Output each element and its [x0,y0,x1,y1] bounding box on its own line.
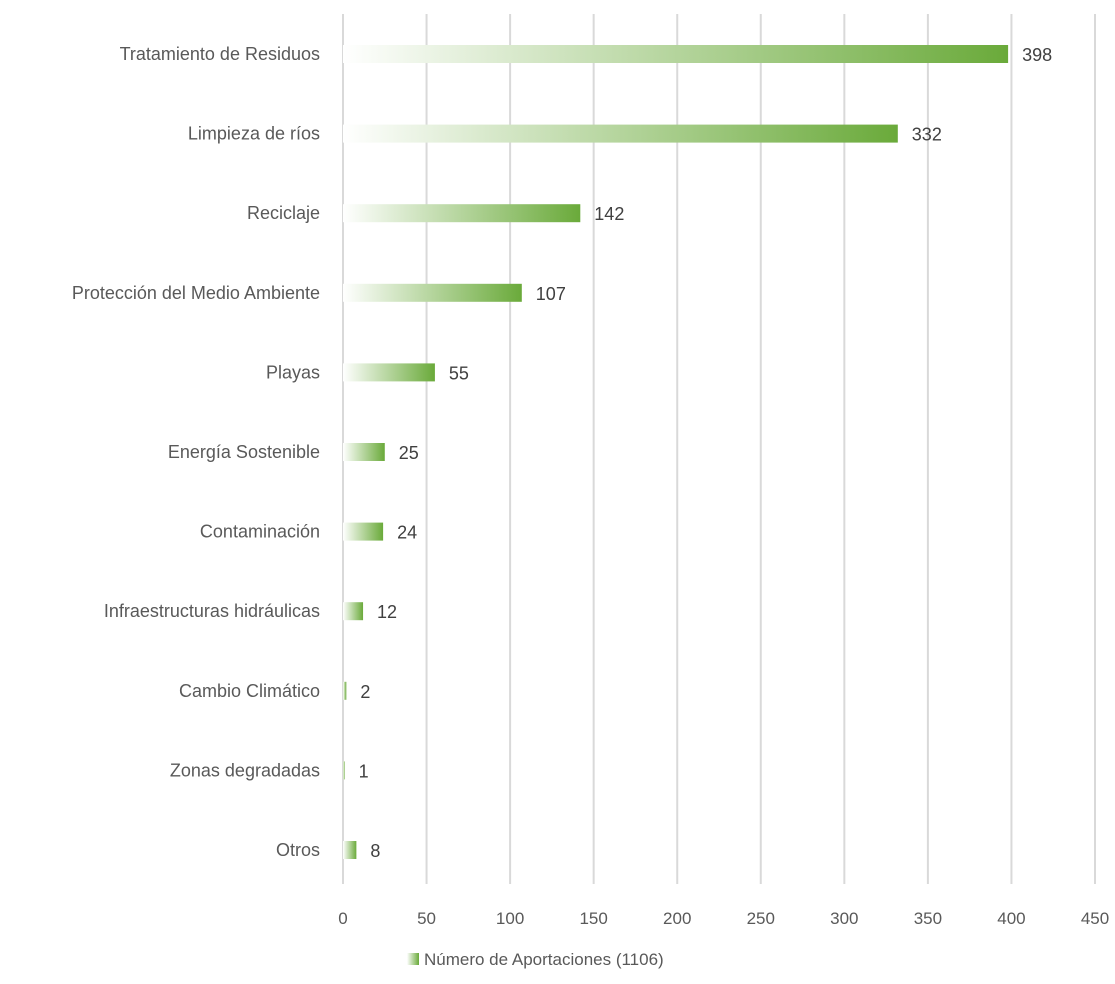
bar [343,124,898,143]
data-label: 8 [370,841,380,861]
bar [343,443,385,461]
data-label: 24 [397,523,417,543]
category-label: Cambio Climático [179,681,320,701]
x-tick-label: 300 [830,909,858,928]
x-tick-label: 400 [997,909,1025,928]
category-label: Otros [276,840,320,860]
x-tick-label: 150 [579,909,607,928]
legend-swatch [407,953,419,965]
bar [343,761,345,780]
bar [343,363,435,382]
data-label: 142 [594,204,624,224]
category-label: Zonas degradadas [170,760,320,780]
x-tick-label: 0 [338,909,347,928]
x-tick-label: 100 [496,909,524,928]
bar [343,204,581,223]
x-tick-label: 50 [417,909,436,928]
bar [343,681,347,700]
data-label: 12 [377,602,397,622]
category-label: Energía Sostenible [168,442,320,462]
data-label: 1 [359,761,369,781]
category-label: Reciclaje [247,203,320,223]
data-label: 2 [360,682,370,702]
bar [343,602,364,621]
data-label: 398 [1022,45,1052,65]
x-tick-label: 200 [663,909,691,928]
category-label: Limpieza de ríos [188,124,320,144]
data-label: 107 [536,284,566,304]
legend-entry: Número de Aportaciones (1106) [424,950,664,969]
bars [343,45,1009,859]
bar [343,283,522,302]
bar [343,45,1009,63]
x-tick-label: 450 [1081,909,1109,928]
data-label: 25 [399,443,419,463]
gridlines [342,14,1096,884]
x-axis-tick-labels: 0 50 100 150 200 250 300 350 400 450 [338,909,1109,928]
data-labels: 398 332 142 107 55 25 24 12 2 1 8 [359,45,1052,861]
data-label: 55 [449,363,469,383]
category-label: Protección del Medio Ambiente [72,283,320,303]
category-label: Tratamiento de Residuos [120,44,320,64]
x-tick-label: 350 [914,909,942,928]
category-label: Playas [266,362,320,382]
data-label: 332 [912,125,942,145]
bar [343,841,357,859]
category-labels: Tratamiento de Residuos Limpieza de ríos R… [72,44,320,860]
category-label: Contaminación [200,522,320,542]
x-tick-label: 250 [747,909,775,928]
bar [343,522,384,541]
legend: Número de Aportaciones (1106) [407,950,664,969]
category-label: Infraestructuras hidráulicas [104,601,320,621]
